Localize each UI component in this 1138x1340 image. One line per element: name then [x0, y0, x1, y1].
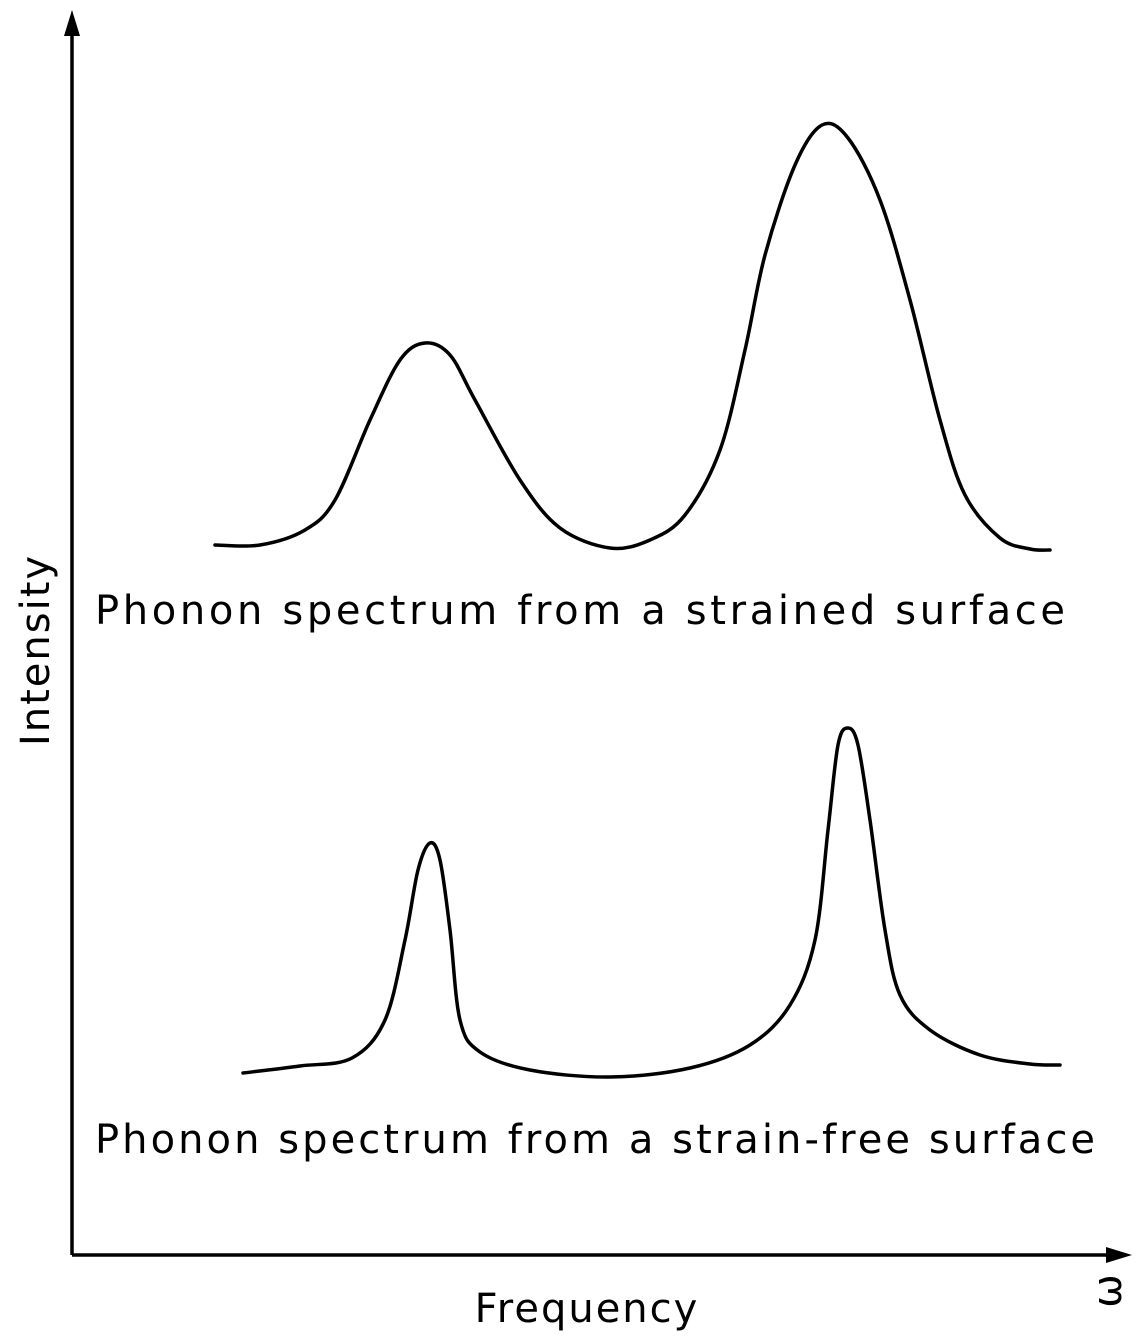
curve: [241, 726, 1062, 1079]
curve-label: Phonon spectrum from a strained surface: [95, 588, 1067, 634]
y-axis-label: Intensity: [13, 554, 59, 746]
curve-label: Phonon spectrum from a strain-free surfa…: [95, 1117, 1097, 1163]
x-axis-symbol: ω: [1085, 1272, 1131, 1308]
x-axis-label: Frequency: [475, 1286, 700, 1332]
curve: [213, 121, 1052, 552]
x-axis-arrow: [1106, 1247, 1132, 1263]
y-axis-arrow: [64, 10, 80, 36]
